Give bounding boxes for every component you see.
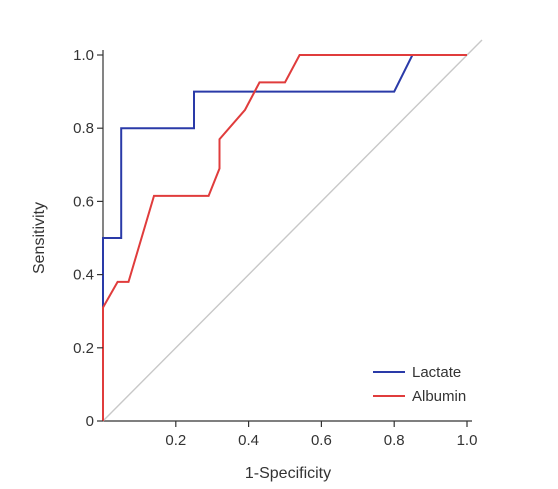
legend-label-lactate: Lactate — [412, 364, 461, 381]
tick-labels: 0.2 0.4 0.6 0.8 1.0 0 0.2 0.4 0.6 0.8 1.0 — [73, 47, 477, 449]
x-tick-label: 0.4 — [238, 432, 259, 449]
x-tick-label: 0.6 — [311, 432, 332, 449]
series-group — [102, 54, 467, 421]
y-tick-label: 0 — [86, 413, 94, 430]
series-line-lactate — [102, 54, 467, 421]
legend: Lactate Albumin — [373, 364, 466, 405]
series-line-albumin — [102, 54, 467, 421]
reference-diagonal-line — [102, 39, 483, 422]
x-tick-label: 1.0 — [457, 432, 478, 449]
y-axis-title: Sensitivity — [31, 202, 48, 274]
y-tick-label: 0.4 — [73, 267, 94, 284]
y-tick-label: 0.8 — [73, 120, 94, 137]
x-axis-title: 1-Specificity — [245, 465, 331, 482]
y-tick-label: 0.2 — [73, 340, 94, 357]
reference-line-group — [102, 39, 483, 422]
x-tick-label: 0.2 — [165, 432, 186, 449]
y-tick-label: 0.6 — [73, 193, 94, 210]
legend-label-albumin: Albumin — [412, 388, 466, 405]
x-tick-label: 0.8 — [384, 432, 405, 449]
y-tick-label: 1.0 — [73, 47, 94, 64]
